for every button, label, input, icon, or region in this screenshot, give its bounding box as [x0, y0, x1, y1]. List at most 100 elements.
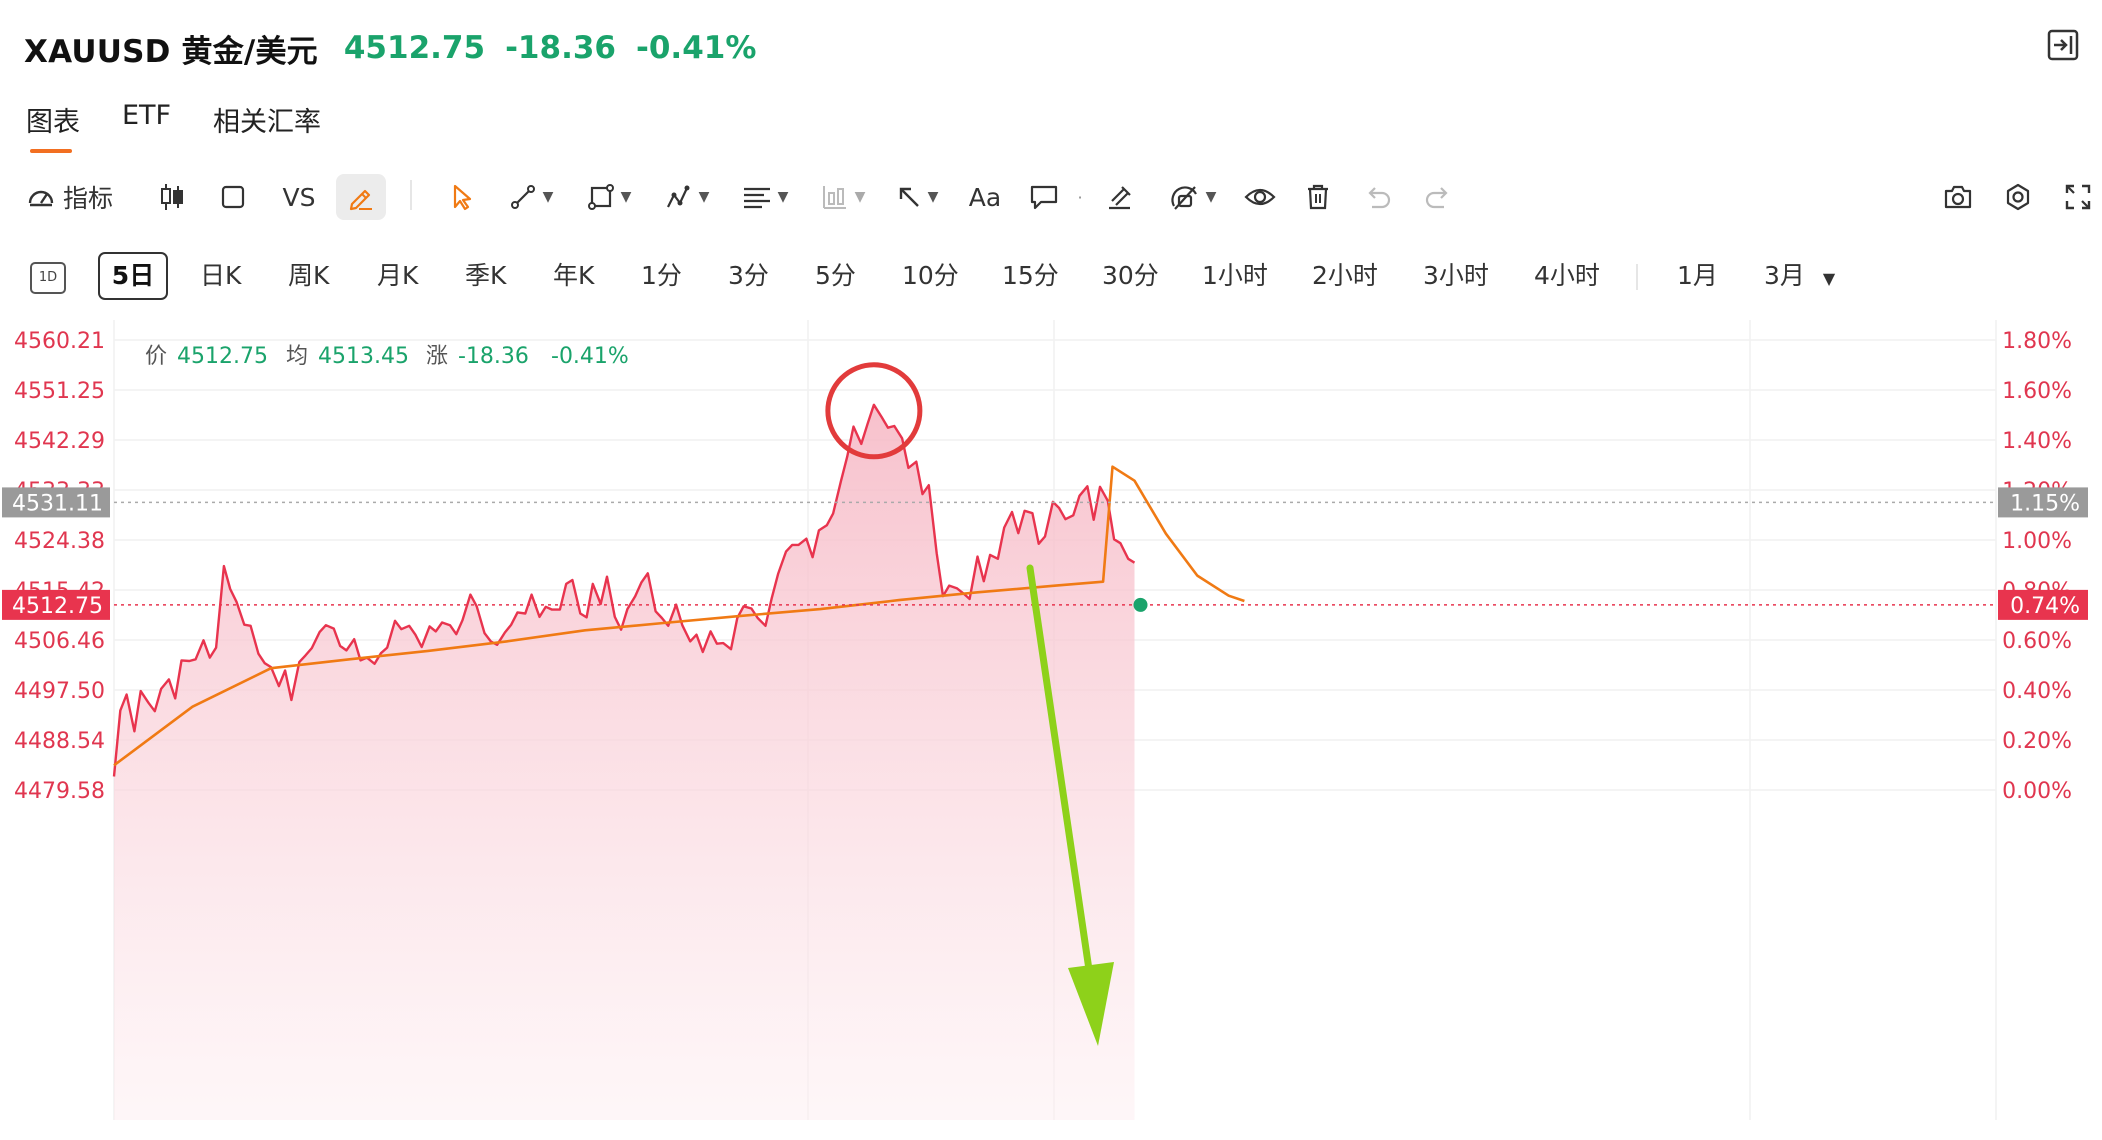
period-2h[interactable]: 2小时	[1312, 261, 1378, 290]
draw-pencil-button[interactable]	[336, 174, 386, 220]
shape-tool[interactable]: ▼	[578, 174, 640, 220]
period-day-k[interactable]: 日K	[200, 261, 242, 290]
period-1month[interactable]: 1月	[1677, 261, 1718, 290]
fib-tool[interactable]: ▼	[734, 174, 796, 220]
crosshair-pct-text: 1.15%	[2010, 491, 2080, 516]
settings-icon	[2006, 183, 2030, 211]
right-axis-tick: 1.00%	[2002, 529, 2072, 554]
active-tab-indicator	[30, 149, 72, 153]
period-month-k[interactable]: 月K	[377, 261, 419, 290]
shape-tool-icon	[587, 184, 614, 210]
square-tool-button[interactable]	[213, 174, 253, 220]
indicator-button[interactable]: 指标	[22, 174, 118, 220]
last-price-tag	[2, 589, 110, 620]
period-5d[interactable]: 5日	[98, 252, 168, 300]
left-axis-tick: 4524.38	[14, 529, 105, 554]
visibility-toggle[interactable]	[1236, 174, 1284, 220]
symbol-title: XAUUSD 黄金/美元	[24, 33, 318, 70]
legend-avg-label: 均	[286, 344, 308, 369]
pattern-tool[interactable]: ▼	[656, 174, 718, 220]
candlestick-icon	[161, 184, 183, 210]
right-axis-tick: 1.40%	[2002, 429, 2072, 454]
right-axis: 1.80%1.60%1.40%1.20%1.00%0.80%0.60%0.40%…	[2002, 329, 2072, 804]
price-change: -18.36	[505, 30, 616, 66]
square-icon	[221, 185, 245, 209]
day-period-icon[interactable]: 1D	[30, 262, 66, 294]
left-axis-tick: 4551.25	[14, 379, 105, 404]
last-pct-text: 0.74%	[2010, 594, 2080, 619]
period-3month[interactable]: 3月 ▼	[1764, 256, 1835, 296]
last-pct-tag	[1998, 589, 2088, 620]
pencil-icon	[349, 189, 372, 211]
legend-price-label: 价	[145, 344, 167, 369]
text-tool[interactable]: Aa	[968, 182, 1002, 212]
position-tool-icon	[822, 186, 846, 209]
settings-button[interactable]	[1996, 174, 2040, 220]
magnet-icon	[1109, 186, 1131, 210]
lock-tool[interactable]: ▼	[1160, 174, 1226, 220]
arrow-tool[interactable]: ▼	[890, 174, 944, 220]
average-series-line	[113, 465, 1245, 767]
tab-related-fx[interactable]: 相关汇率	[213, 107, 321, 138]
arrow-tool-icon	[899, 187, 919, 207]
legend-chg-pct: -0.41%	[551, 344, 629, 369]
down-annotation-arrow	[1026, 564, 1114, 1046]
legend-price-value: 4512.75	[177, 344, 268, 369]
panel-exit-icon	[2047, 29, 2079, 61]
line-tool[interactable]: ▼	[500, 174, 562, 220]
toolbar-divider	[410, 180, 412, 210]
comment-icon	[1030, 185, 1058, 210]
cursor-tool[interactable]	[442, 174, 482, 220]
left-axis-tick: 4488.54	[14, 729, 105, 754]
candlestick-button[interactable]	[152, 174, 192, 220]
redo-icon	[1425, 187, 1448, 209]
right-axis-tick: 0.40%	[2002, 679, 2072, 704]
period-3min[interactable]: 3分	[728, 261, 769, 290]
period-3h[interactable]: 3小时	[1423, 261, 1489, 290]
magnet-tool[interactable]	[1098, 174, 1142, 220]
period-4h[interactable]: 4小时	[1534, 261, 1600, 290]
vs-compare-button[interactable]: VS	[282, 182, 316, 212]
period-15min[interactable]: 15分	[1002, 261, 1059, 290]
period-1min[interactable]: 1分	[641, 261, 682, 290]
period-30min[interactable]: 30分	[1102, 261, 1159, 290]
peak-annotation-circle	[825, 362, 923, 460]
period-week-k[interactable]: 周K	[288, 261, 330, 290]
screenshot-button[interactable]	[1936, 174, 1980, 220]
legend-chg-label: 涨	[426, 344, 448, 369]
camera-icon	[1944, 185, 1972, 209]
indicator-icon	[28, 190, 54, 207]
period-10min[interactable]: 10分	[902, 261, 959, 290]
tab-etf[interactable]: ETF	[122, 100, 172, 131]
right-axis-tick: 0.00%	[2002, 779, 2072, 804]
period-3month-label: 3月	[1764, 261, 1805, 290]
right-axis-tick: 1.60%	[2002, 379, 2072, 404]
period-quarter-k[interactable]: 季K	[465, 261, 507, 290]
price-change-pct: -0.41%	[635, 30, 757, 66]
left-axis-tick: 4497.50	[14, 679, 105, 704]
pattern-tool-icon	[666, 185, 690, 208]
indicator-label: 指标	[62, 184, 113, 213]
chevron-down-icon: ▼	[698, 189, 710, 205]
period-year-k[interactable]: 年K	[553, 261, 595, 290]
redo-button[interactable]	[1416, 174, 1460, 220]
header: XAUUSD 黄金/美元 4512.75 -18.36 -0.41%	[24, 18, 756, 78]
comment-tool[interactable]	[1022, 174, 1066, 220]
left-axis-tick: 4560.21	[14, 329, 105, 354]
position-tool[interactable]: ▼	[812, 174, 874, 220]
tab-chart[interactable]: 图表	[26, 107, 80, 138]
chevron-down-icon: ▼	[620, 189, 632, 205]
chevron-down-icon: ▼	[777, 189, 789, 205]
last-price-text: 4512.75	[12, 594, 103, 619]
undo-button[interactable]	[1356, 174, 1400, 220]
legend-chg-value: -18.36	[458, 344, 529, 369]
trash-icon	[1308, 184, 1328, 210]
period-1h[interactable]: 1小时	[1202, 261, 1268, 290]
collapse-panel-button[interactable]	[2046, 28, 2080, 62]
fullscreen-icon	[2065, 184, 2091, 210]
price-chart[interactable]: 4560.214551.254542.294533.334524.384515.…	[0, 320, 2102, 1140]
delete-drawings-button[interactable]	[1296, 174, 1340, 220]
fullscreen-button[interactable]	[2056, 174, 2100, 220]
last-price-dot	[1133, 597, 1148, 612]
period-5min[interactable]: 5分	[815, 261, 856, 290]
